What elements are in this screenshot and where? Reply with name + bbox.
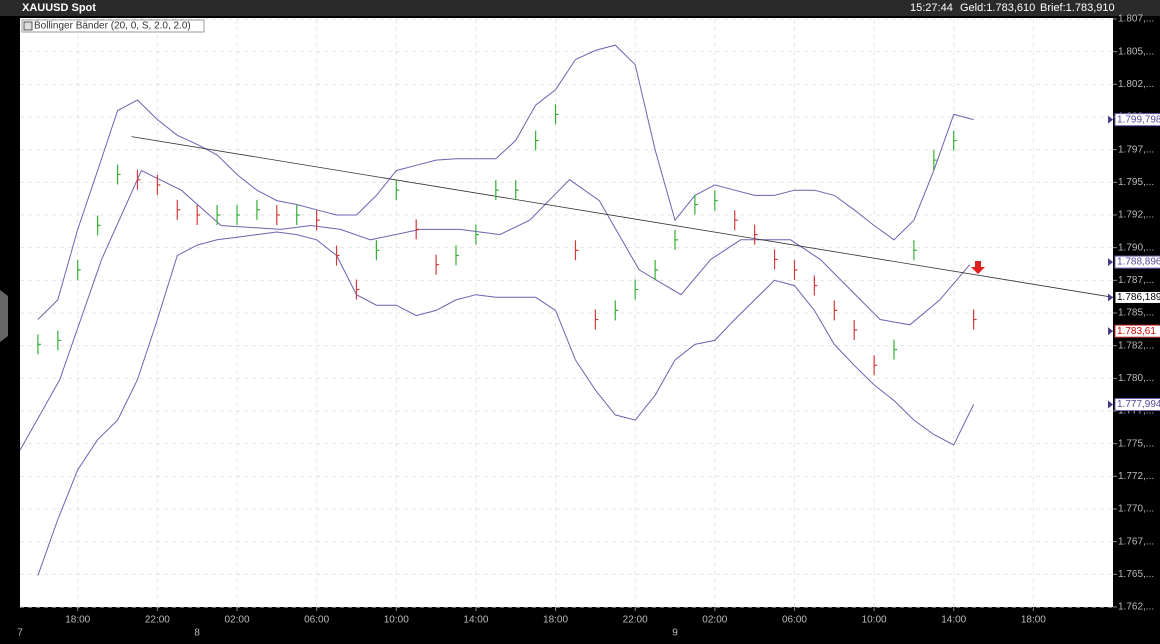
x-tick-label: 14:00 bbox=[941, 615, 966, 626]
y-tick-label: 1.805,... bbox=[1118, 46, 1154, 57]
price-label: 1.783,61 bbox=[1117, 326, 1156, 337]
y-tick-label: 1.782,... bbox=[1118, 340, 1154, 351]
y-tick-label: 1.777,... bbox=[1118, 406, 1154, 417]
x-tick-label: 22:00 bbox=[623, 615, 648, 626]
y-tick-label: 1.762,... bbox=[1118, 602, 1154, 613]
date-label: 9 bbox=[672, 628, 678, 639]
price-label: 1.777,994 bbox=[1117, 399, 1160, 410]
date-label: 7 bbox=[17, 628, 23, 639]
close-icon[interactable] bbox=[23, 21, 33, 31]
indicator-label: Bollinger Bänder (20, 0, S, 2.0, 2.0) bbox=[34, 21, 191, 32]
symbol: XAUUSD Spot bbox=[22, 2, 96, 14]
price-label: 1.786,189 bbox=[1117, 292, 1160, 303]
bid: Geld:1.783,610 bbox=[960, 2, 1035, 14]
price-label-box bbox=[1114, 324, 1160, 338]
price-label-box bbox=[1114, 255, 1160, 269]
y-tick-label: 1.780,... bbox=[1118, 373, 1154, 384]
x-tick-label: 10:00 bbox=[862, 615, 887, 626]
price-label-pointer bbox=[1108, 327, 1113, 336]
x-tick-label: 06:00 bbox=[304, 615, 329, 626]
x-tick-label: 14:00 bbox=[463, 615, 488, 626]
side-handle[interactable] bbox=[0, 290, 8, 342]
price-label-box bbox=[1114, 398, 1160, 412]
price-label: 1.788,896 bbox=[1117, 257, 1160, 268]
bollinger-band bbox=[37, 44, 974, 320]
date-label: 8 bbox=[194, 628, 200, 639]
x-tick-label: 18:00 bbox=[543, 615, 568, 626]
y-tick-label: 1.787,... bbox=[1118, 275, 1154, 286]
x-tick-label: 22:00 bbox=[145, 615, 170, 626]
price-label-pointer bbox=[1108, 115, 1113, 124]
y-tick-label: 1.795,... bbox=[1118, 177, 1154, 188]
trend-line bbox=[131, 136, 1114, 298]
y-tick-label: 1.797,... bbox=[1118, 144, 1154, 155]
x-tick-label: 10:00 bbox=[384, 615, 409, 626]
order-arrow bbox=[971, 261, 985, 274]
y-tick-label: 1.765,... bbox=[1118, 569, 1154, 580]
bollinger-band bbox=[19, 169, 971, 451]
y-tick-label: 1.802,... bbox=[1118, 79, 1154, 90]
header-bar bbox=[0, 0, 1160, 16]
y-tick-label: 1.790,... bbox=[1118, 242, 1154, 253]
y-tick-label: 1.785,... bbox=[1118, 308, 1154, 319]
price-label-pointer bbox=[1108, 258, 1113, 267]
bollinger-band bbox=[37, 231, 975, 576]
indicator-box[interactable] bbox=[21, 19, 205, 33]
y-tick-label: 1.775,... bbox=[1118, 438, 1154, 449]
price-label-box bbox=[1114, 113, 1160, 127]
x-tick-label: 02:00 bbox=[224, 615, 249, 626]
price-label-box bbox=[1114, 290, 1160, 304]
price-label-pointer bbox=[1108, 400, 1113, 409]
x-tick-label: 06:00 bbox=[782, 615, 807, 626]
x-tick-label: 18:00 bbox=[1021, 615, 1046, 626]
y-tick-label: 1.767,... bbox=[1118, 536, 1154, 547]
plot bbox=[19, 18, 1114, 608]
y-tick-label: 1.772,... bbox=[1118, 471, 1154, 482]
y-tick-label: 1.770,... bbox=[1118, 504, 1154, 515]
y-tick-label: 1.807,... bbox=[1118, 14, 1154, 25]
y-tick-label: 1.792,... bbox=[1118, 210, 1154, 221]
price-label: 1.799,798 bbox=[1117, 114, 1160, 125]
x-tick-label: 18:00 bbox=[65, 615, 90, 626]
ask: Brief:1.783,910 bbox=[1040, 2, 1115, 14]
x-tick-label: 02:00 bbox=[702, 615, 727, 626]
price-label-pointer bbox=[1108, 293, 1113, 302]
time: 15:27:44 bbox=[910, 2, 953, 14]
